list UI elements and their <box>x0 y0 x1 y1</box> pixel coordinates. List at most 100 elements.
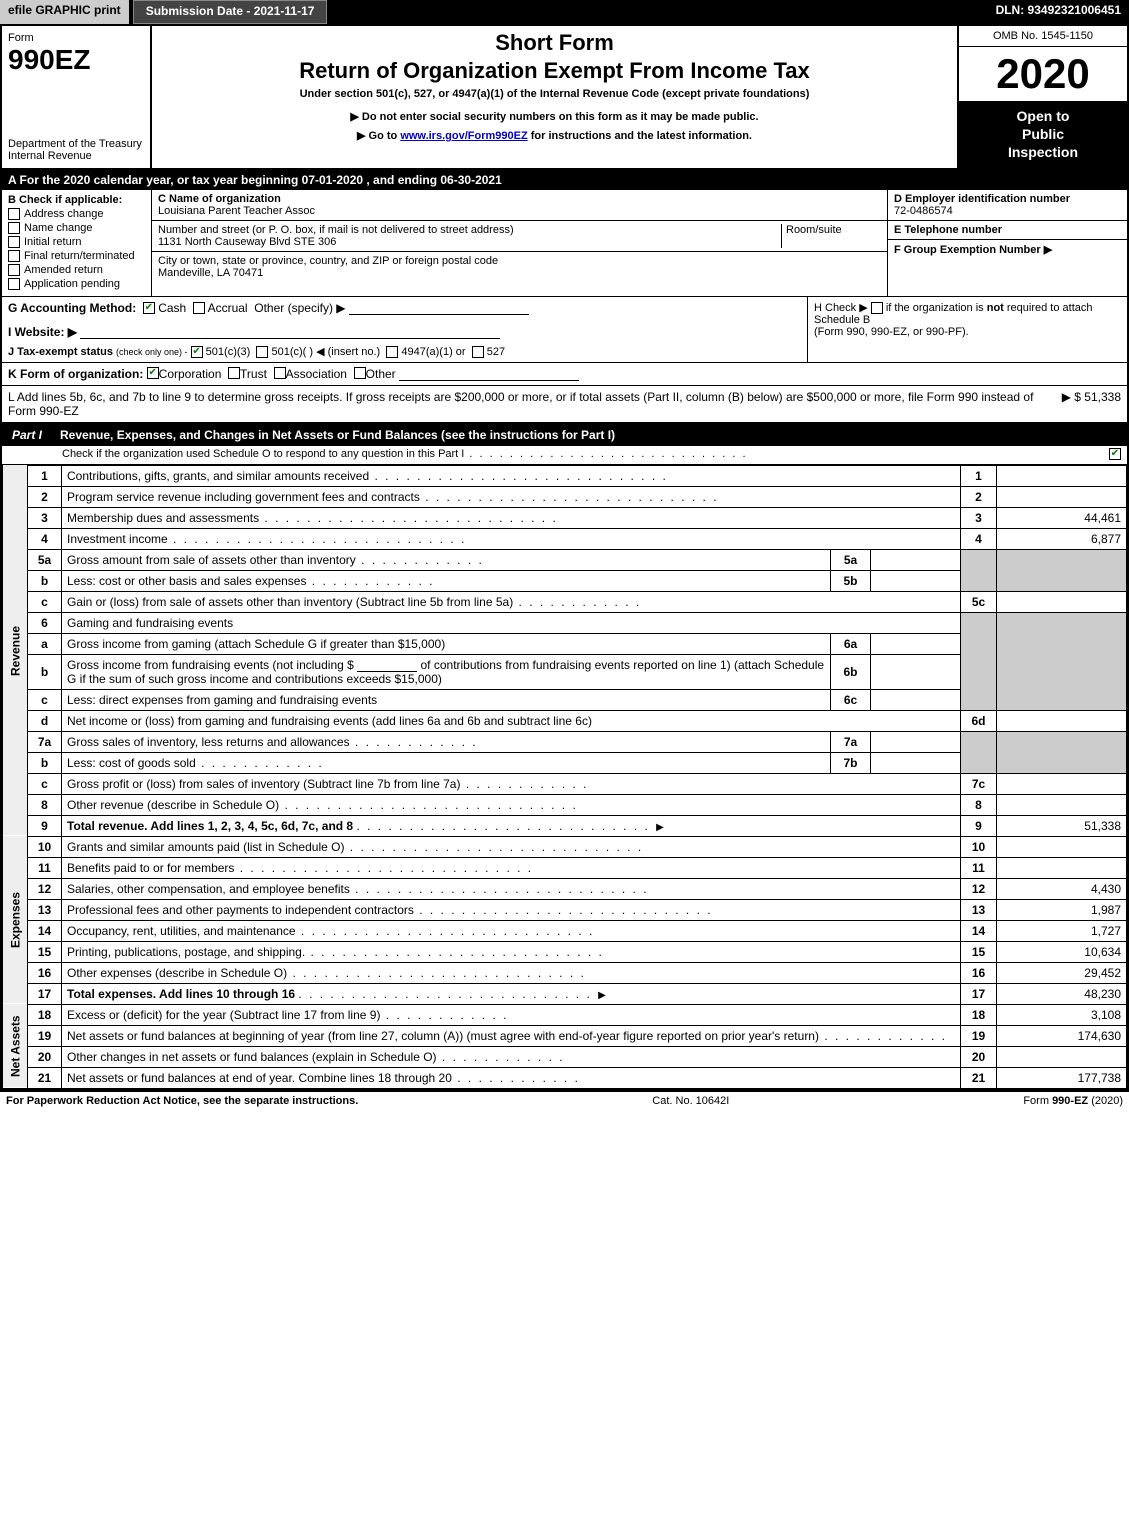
amt-10 <box>997 836 1127 857</box>
amt-3: 44,461 <box>997 507 1127 528</box>
chk-4947[interactable] <box>386 346 398 358</box>
part-1-sub: Check if the organization used Schedule … <box>2 446 1127 465</box>
k-association: Association <box>286 367 347 381</box>
amt-21: 177,738 <box>997 1067 1127 1088</box>
ln-7a: 7a <box>28 731 62 752</box>
ref-7c: 7c <box>961 773 997 794</box>
ref-4: 4 <box>961 528 997 549</box>
desc-5a: Gross amount from sale of assets other t… <box>62 549 831 570</box>
chk-501c3[interactable] <box>191 346 203 358</box>
desc-4: Investment income <box>62 528 961 549</box>
val-6a[interactable] <box>871 633 961 654</box>
side-expenses: Expenses <box>3 836 28 1004</box>
ln-6d: d <box>28 710 62 731</box>
chk-trust[interactable] <box>228 367 240 379</box>
ssn-warning: ▶ Do not enter social security numbers o… <box>160 110 949 123</box>
ref-9: 9 <box>961 815 997 836</box>
desc-2: Program service revenue including govern… <box>62 486 961 507</box>
desc-13: Professional fees and other payments to … <box>62 899 961 920</box>
ref-12: 12 <box>961 878 997 899</box>
ln-7c: c <box>28 773 62 794</box>
column-c: C Name of organization Louisiana Parent … <box>152 190 887 296</box>
opt-application-pending: Application pending <box>24 278 120 290</box>
shade-7ab <box>961 731 997 773</box>
footer-left: For Paperwork Reduction Act Notice, see … <box>6 1095 358 1107</box>
amt-7c <box>997 773 1127 794</box>
desc-10: Grants and similar amounts paid (list in… <box>62 836 961 857</box>
chk-initial-return[interactable] <box>8 236 20 248</box>
opt-final-return: Final return/terminated <box>24 250 135 262</box>
k-other-field[interactable] <box>399 367 579 381</box>
room-suite-label: Room/suite <box>781 224 881 248</box>
ref-1: 1 <box>961 465 997 486</box>
form-word: Form <box>8 32 144 44</box>
h-text3: (Form 990, 990-EZ, or 990-PF). <box>814 326 969 338</box>
ref-20: 20 <box>961 1046 997 1067</box>
desc-6c: Less: direct expenses from gaming and fu… <box>62 689 831 710</box>
g-other-field[interactable] <box>349 301 529 315</box>
chk-schedule-o-used[interactable] <box>1109 448 1121 460</box>
row-k: K Form of organization: Corporation Trus… <box>2 363 1127 386</box>
shade-5ab-amt <box>997 549 1127 591</box>
amt-13: 1,987 <box>997 899 1127 920</box>
chk-527[interactable] <box>472 346 484 358</box>
efile-print-label[interactable]: efile GRAPHIC print <box>0 0 129 24</box>
amt-14: 1,727 <box>997 920 1127 941</box>
chk-amended-return[interactable] <box>8 264 20 276</box>
ref-14: 14 <box>961 920 997 941</box>
ln-16: 16 <box>28 962 62 983</box>
irs-link[interactable]: www.irs.gov/Form990EZ <box>400 130 527 142</box>
chk-other-org[interactable] <box>354 367 366 379</box>
row-a-tax-year: A For the 2020 calendar year, or tax yea… <box>2 170 1127 190</box>
ref-2: 2 <box>961 486 997 507</box>
k-trust: Trust <box>240 367 267 381</box>
chk-501c[interactable] <box>256 346 268 358</box>
e-label: E Telephone number <box>894 224 1121 236</box>
chk-corporation[interactable] <box>147 367 159 379</box>
i-website-label: I Website: ▶ <box>8 325 77 339</box>
amt-17: 48,230 <box>997 983 1127 1004</box>
amt-16: 29,452 <box>997 962 1127 983</box>
header-mid: Short Form Return of Organization Exempt… <box>152 26 957 168</box>
chk-address-change[interactable] <box>8 208 20 220</box>
val-7a[interactable] <box>871 731 961 752</box>
opt-name-change: Name change <box>24 222 93 234</box>
val-5a[interactable] <box>871 549 961 570</box>
val-6c[interactable] <box>871 689 961 710</box>
short-form-title: Short Form <box>160 30 949 56</box>
ref-10: 10 <box>961 836 997 857</box>
sub-5a: 5a <box>831 549 871 570</box>
chk-final-return[interactable] <box>8 250 20 262</box>
chk-name-change[interactable] <box>8 222 20 234</box>
desc-19: Net assets or fund balances at beginning… <box>62 1025 961 1046</box>
sub-7a: 7a <box>831 731 871 752</box>
desc-7a: Gross sales of inventory, less returns a… <box>62 731 831 752</box>
k-label: K Form of organization: <box>8 367 143 381</box>
city-label: City or town, state or province, country… <box>158 255 881 267</box>
amt-12: 4,430 <box>997 878 1127 899</box>
inspect-3: Inspection <box>963 143 1123 161</box>
j-sub: (check only one) - <box>116 347 188 357</box>
ln-9: 9 <box>28 815 62 836</box>
chk-cash[interactable] <box>143 302 155 314</box>
desc-17: Total expenses. Add lines 10 through 16 <box>62 983 961 1004</box>
desc-6a: Gross income from gaming (attach Schedul… <box>62 633 831 654</box>
website-field[interactable] <box>80 325 500 339</box>
street-value: 1131 North Causeway Blvd STE 306 <box>158 236 781 248</box>
val-7b[interactable] <box>871 752 961 773</box>
ln-5b: b <box>28 570 62 591</box>
sub-6b: 6b <box>831 654 871 689</box>
goto-post: for instructions and the latest informat… <box>528 130 752 142</box>
val-6b[interactable] <box>871 654 961 689</box>
val-5b[interactable] <box>871 570 961 591</box>
j-label: J Tax-exempt status <box>8 346 113 358</box>
chk-schedule-b-not-required[interactable] <box>871 302 883 314</box>
chk-association[interactable] <box>274 367 286 379</box>
top-bar: efile GRAPHIC print Submission Date - 20… <box>0 0 1129 24</box>
ln-1: 1 <box>28 465 62 486</box>
dln-label: DLN: 93492321006451 <box>988 0 1129 24</box>
ln-2: 2 <box>28 486 62 507</box>
field-6b-amount[interactable] <box>357 658 417 672</box>
chk-application-pending[interactable] <box>8 278 20 290</box>
chk-accrual[interactable] <box>193 302 205 314</box>
